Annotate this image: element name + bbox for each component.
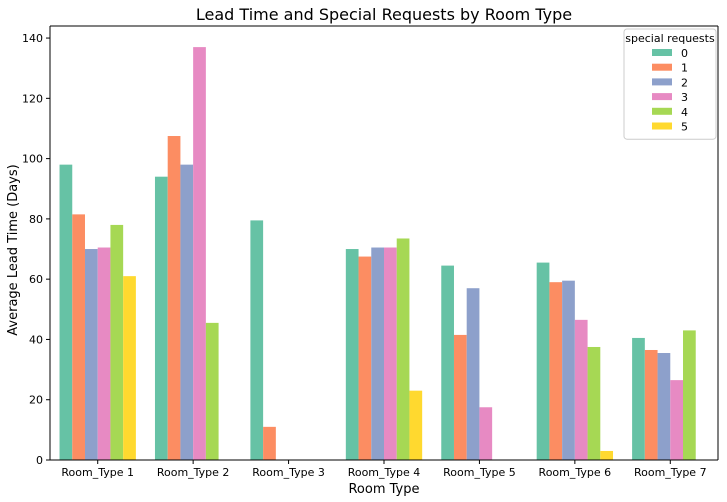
y-tick-label: 60 — [29, 273, 43, 286]
bar-1-series-2 — [84, 249, 98, 460]
bar-5-series-2 — [466, 288, 480, 460]
legend-swatch-3 — [652, 93, 672, 101]
x-tick-label: Room_Type 2 — [157, 466, 230, 479]
legend-label-0: 0 — [681, 47, 688, 60]
legend-label-5: 5 — [681, 121, 688, 134]
bar-2-series-4 — [205, 322, 219, 460]
bar-6-series-5 — [600, 450, 614, 460]
legend-swatch-0 — [652, 49, 672, 56]
bar-6-series-4 — [587, 346, 601, 460]
legend-label-1: 1 — [681, 62, 688, 75]
legend-swatch-1 — [652, 63, 672, 71]
bar-6-series-0 — [536, 262, 550, 460]
y-tick-label: 100 — [22, 153, 43, 166]
bar-5-series-0 — [441, 265, 454, 460]
bar-2-series-1 — [167, 136, 181, 460]
y-axis-title: Average Lead Time (Days) — [6, 164, 21, 335]
bar-6-series-1 — [549, 282, 563, 460]
y-tick-label: 40 — [29, 333, 43, 346]
bar-5-series-1 — [453, 334, 467, 460]
bar-7-series-3 — [670, 380, 684, 460]
bar-4-series-2 — [371, 247, 384, 460]
bar-6-series-3 — [574, 319, 588, 460]
bar-2-series-2 — [180, 164, 194, 460]
x-tick-label: Room_Type 1 — [61, 466, 134, 479]
bar-4-series-5 — [409, 390, 423, 460]
bar-7-series-4 — [683, 330, 696, 460]
legend-title: special requests — [625, 32, 715, 45]
bar-4-series-0 — [345, 249, 359, 460]
bar-2-series-0 — [154, 176, 168, 460]
bar-3-series-0 — [250, 220, 264, 460]
x-tick-label: Room_Type 3 — [252, 466, 325, 479]
x-tick-label: Room_Type 5 — [443, 466, 516, 479]
bar-7-series-0 — [632, 337, 645, 460]
bar-2-series-3 — [193, 47, 206, 460]
y-tick-label: 80 — [29, 213, 43, 226]
y-tick-label: 20 — [29, 394, 43, 407]
bar-1-series-5 — [123, 276, 136, 460]
bar-1-series-0 — [59, 164, 73, 460]
legend-swatch-4 — [652, 107, 672, 115]
x-tick-label: Room_Type 4 — [348, 466, 421, 479]
bar-1-series-1 — [72, 214, 85, 460]
legend-label-2: 2 — [681, 76, 688, 89]
y-tick-label: 140 — [22, 32, 43, 45]
bars-group — [59, 47, 696, 460]
legend-swatch-2 — [652, 78, 672, 86]
bar-6-series-2 — [562, 280, 575, 460]
legend: special requests 0 12 3 4 5 — [623, 28, 717, 140]
bar-3-series-1 — [263, 426, 276, 460]
bar-4-series-3 — [384, 247, 397, 460]
bar-5-series-3 — [479, 407, 493, 460]
legend-label-4: 4 — [681, 106, 688, 119]
chart-title: Lead Time and Special Requests by Room T… — [196, 5, 572, 24]
legend-swatch-5 — [652, 122, 672, 130]
bar-1-series-3 — [97, 247, 111, 460]
x-axis-title: Room Type — [348, 482, 419, 497]
bar-4-series-1 — [358, 256, 372, 460]
y-tick-label: 120 — [22, 92, 43, 105]
x-tick-label: Room_Type 6 — [539, 466, 612, 479]
bar-7-series-2 — [657, 353, 671, 460]
legend-label-3: 3 — [681, 91, 688, 104]
bar-7-series-1 — [644, 349, 658, 460]
bar-1-series-4 — [110, 224, 124, 460]
bar-4-series-4 — [396, 238, 410, 460]
x-tick-label: Room_Type 7 — [634, 466, 707, 479]
y-tick-label: 0 — [36, 454, 43, 467]
